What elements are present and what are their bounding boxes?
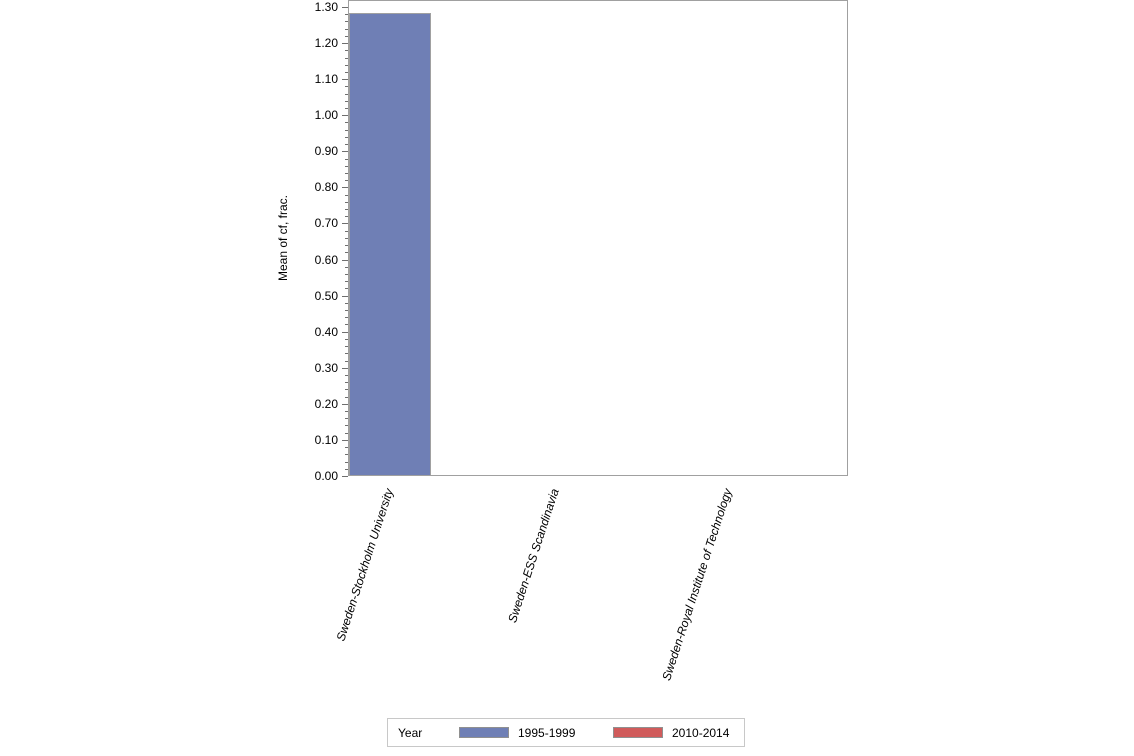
y-minor-tick bbox=[345, 209, 348, 211]
y-minor-tick bbox=[345, 165, 348, 167]
y-minor-tick bbox=[345, 266, 348, 268]
y-tick-label: 1.00 bbox=[314, 108, 338, 123]
y-tick bbox=[342, 79, 348, 81]
y-minor-tick bbox=[345, 50, 348, 52]
y-minor-tick bbox=[345, 237, 348, 239]
y-minor-tick bbox=[345, 21, 348, 23]
y-axis-title: Mean of cf, frac. bbox=[276, 194, 290, 282]
legend-swatch-2010-2014 bbox=[613, 727, 663, 738]
y-minor-tick bbox=[345, 360, 348, 362]
y-tick bbox=[342, 367, 348, 369]
x-tick-label: Sweden-Stockholm University bbox=[333, 486, 396, 643]
legend-label-2010-2014: 2010-2014 bbox=[672, 726, 730, 740]
y-minor-tick bbox=[345, 64, 348, 66]
y-minor-tick bbox=[345, 425, 348, 427]
x-tick-label: Sweden-ESS Scandinavia bbox=[505, 486, 562, 625]
y-minor-tick bbox=[345, 447, 348, 449]
y-tick-label: 0.20 bbox=[314, 396, 338, 411]
y-minor-tick bbox=[345, 158, 348, 160]
y-tick-label: 0.80 bbox=[314, 180, 338, 195]
y-minor-tick bbox=[345, 468, 348, 470]
plot-area bbox=[348, 0, 848, 476]
y-minor-tick bbox=[345, 245, 348, 247]
y-tick bbox=[342, 43, 348, 45]
y-minor-tick bbox=[345, 71, 348, 73]
y-minor-tick bbox=[345, 310, 348, 312]
y-axis: 0.00 0.10 0.20 0.30 0.40 0.50 0.60 0.70 0.80 0.90… bbox=[300, 0, 348, 483]
bar-1995-1999 bbox=[349, 13, 431, 475]
y-minor-tick bbox=[345, 454, 348, 456]
y-tick bbox=[342, 115, 348, 117]
y-tick bbox=[342, 7, 348, 8]
y-minor-tick bbox=[345, 144, 348, 146]
y-minor-tick bbox=[345, 57, 348, 59]
y-tick bbox=[342, 151, 348, 153]
y-minor-tick bbox=[345, 100, 348, 102]
y-minor-tick bbox=[345, 382, 348, 384]
y-minor-tick bbox=[345, 14, 348, 16]
y-minor-tick bbox=[345, 396, 348, 398]
y-minor-tick bbox=[345, 411, 348, 413]
y-tick-label: 0.00 bbox=[314, 469, 338, 483]
y-tick bbox=[342, 476, 348, 477]
y-tick-label: 1.20 bbox=[314, 36, 338, 51]
y-minor-tick bbox=[345, 389, 348, 391]
legend-title: Year bbox=[398, 726, 423, 740]
y-tick bbox=[342, 403, 348, 405]
y-minor-tick bbox=[345, 129, 348, 131]
y-minor-tick bbox=[345, 302, 348, 304]
y-minor-tick bbox=[345, 252, 348, 254]
y-minor-tick bbox=[345, 136, 348, 138]
y-minor-tick bbox=[345, 273, 348, 275]
y-minor-tick bbox=[345, 346, 348, 348]
y-minor-tick bbox=[345, 281, 348, 283]
y-tick bbox=[342, 223, 348, 225]
y-minor-tick bbox=[345, 374, 348, 376]
y-tick-label: 0.50 bbox=[314, 288, 338, 303]
y-minor-tick bbox=[345, 28, 348, 30]
legend-swatch-1995-1999 bbox=[459, 727, 509, 738]
y-tick bbox=[342, 259, 348, 261]
y-minor-tick bbox=[345, 35, 348, 37]
y-tick-label: 0.60 bbox=[314, 252, 338, 267]
y-minor-tick bbox=[345, 216, 348, 218]
y-tick-label: 1.30 bbox=[314, 0, 338, 14]
x-tick-label: Sweden-Royal Institute of Technology bbox=[659, 486, 735, 683]
y-minor-tick bbox=[345, 180, 348, 182]
legend: Year 1995-1999 2010-2014 bbox=[387, 718, 745, 747]
y-minor-tick bbox=[345, 86, 348, 88]
y-minor-tick bbox=[345, 194, 348, 196]
y-tick bbox=[342, 295, 348, 297]
y-tick-label: 1.10 bbox=[314, 72, 338, 87]
y-minor-tick bbox=[345, 108, 348, 109]
y-minor-tick bbox=[345, 461, 348, 463]
y-tick-label: 0.40 bbox=[314, 324, 338, 339]
y-minor-tick bbox=[345, 172, 348, 174]
y-minor-tick bbox=[345, 93, 348, 95]
y-minor-tick bbox=[345, 201, 348, 203]
y-minor-tick bbox=[345, 317, 348, 319]
y-minor-tick bbox=[345, 288, 348, 290]
y-minor-tick bbox=[345, 432, 348, 434]
y-tick bbox=[342, 331, 348, 333]
y-tick bbox=[342, 439, 348, 441]
y-minor-tick bbox=[345, 324, 348, 326]
y-minor-tick bbox=[345, 353, 348, 355]
y-tick-label: 0.90 bbox=[314, 144, 338, 159]
y-minor-tick bbox=[345, 122, 348, 124]
y-tick-label: 0.10 bbox=[314, 432, 338, 447]
y-minor-tick bbox=[345, 338, 348, 340]
y-tick-label: 0.30 bbox=[314, 360, 338, 375]
y-tick-label: 0.70 bbox=[314, 216, 338, 231]
y-minor-tick bbox=[345, 230, 348, 232]
legend-label-1995-1999: 1995-1999 bbox=[518, 726, 576, 740]
y-minor-tick bbox=[345, 418, 348, 420]
y-tick bbox=[342, 187, 348, 189]
